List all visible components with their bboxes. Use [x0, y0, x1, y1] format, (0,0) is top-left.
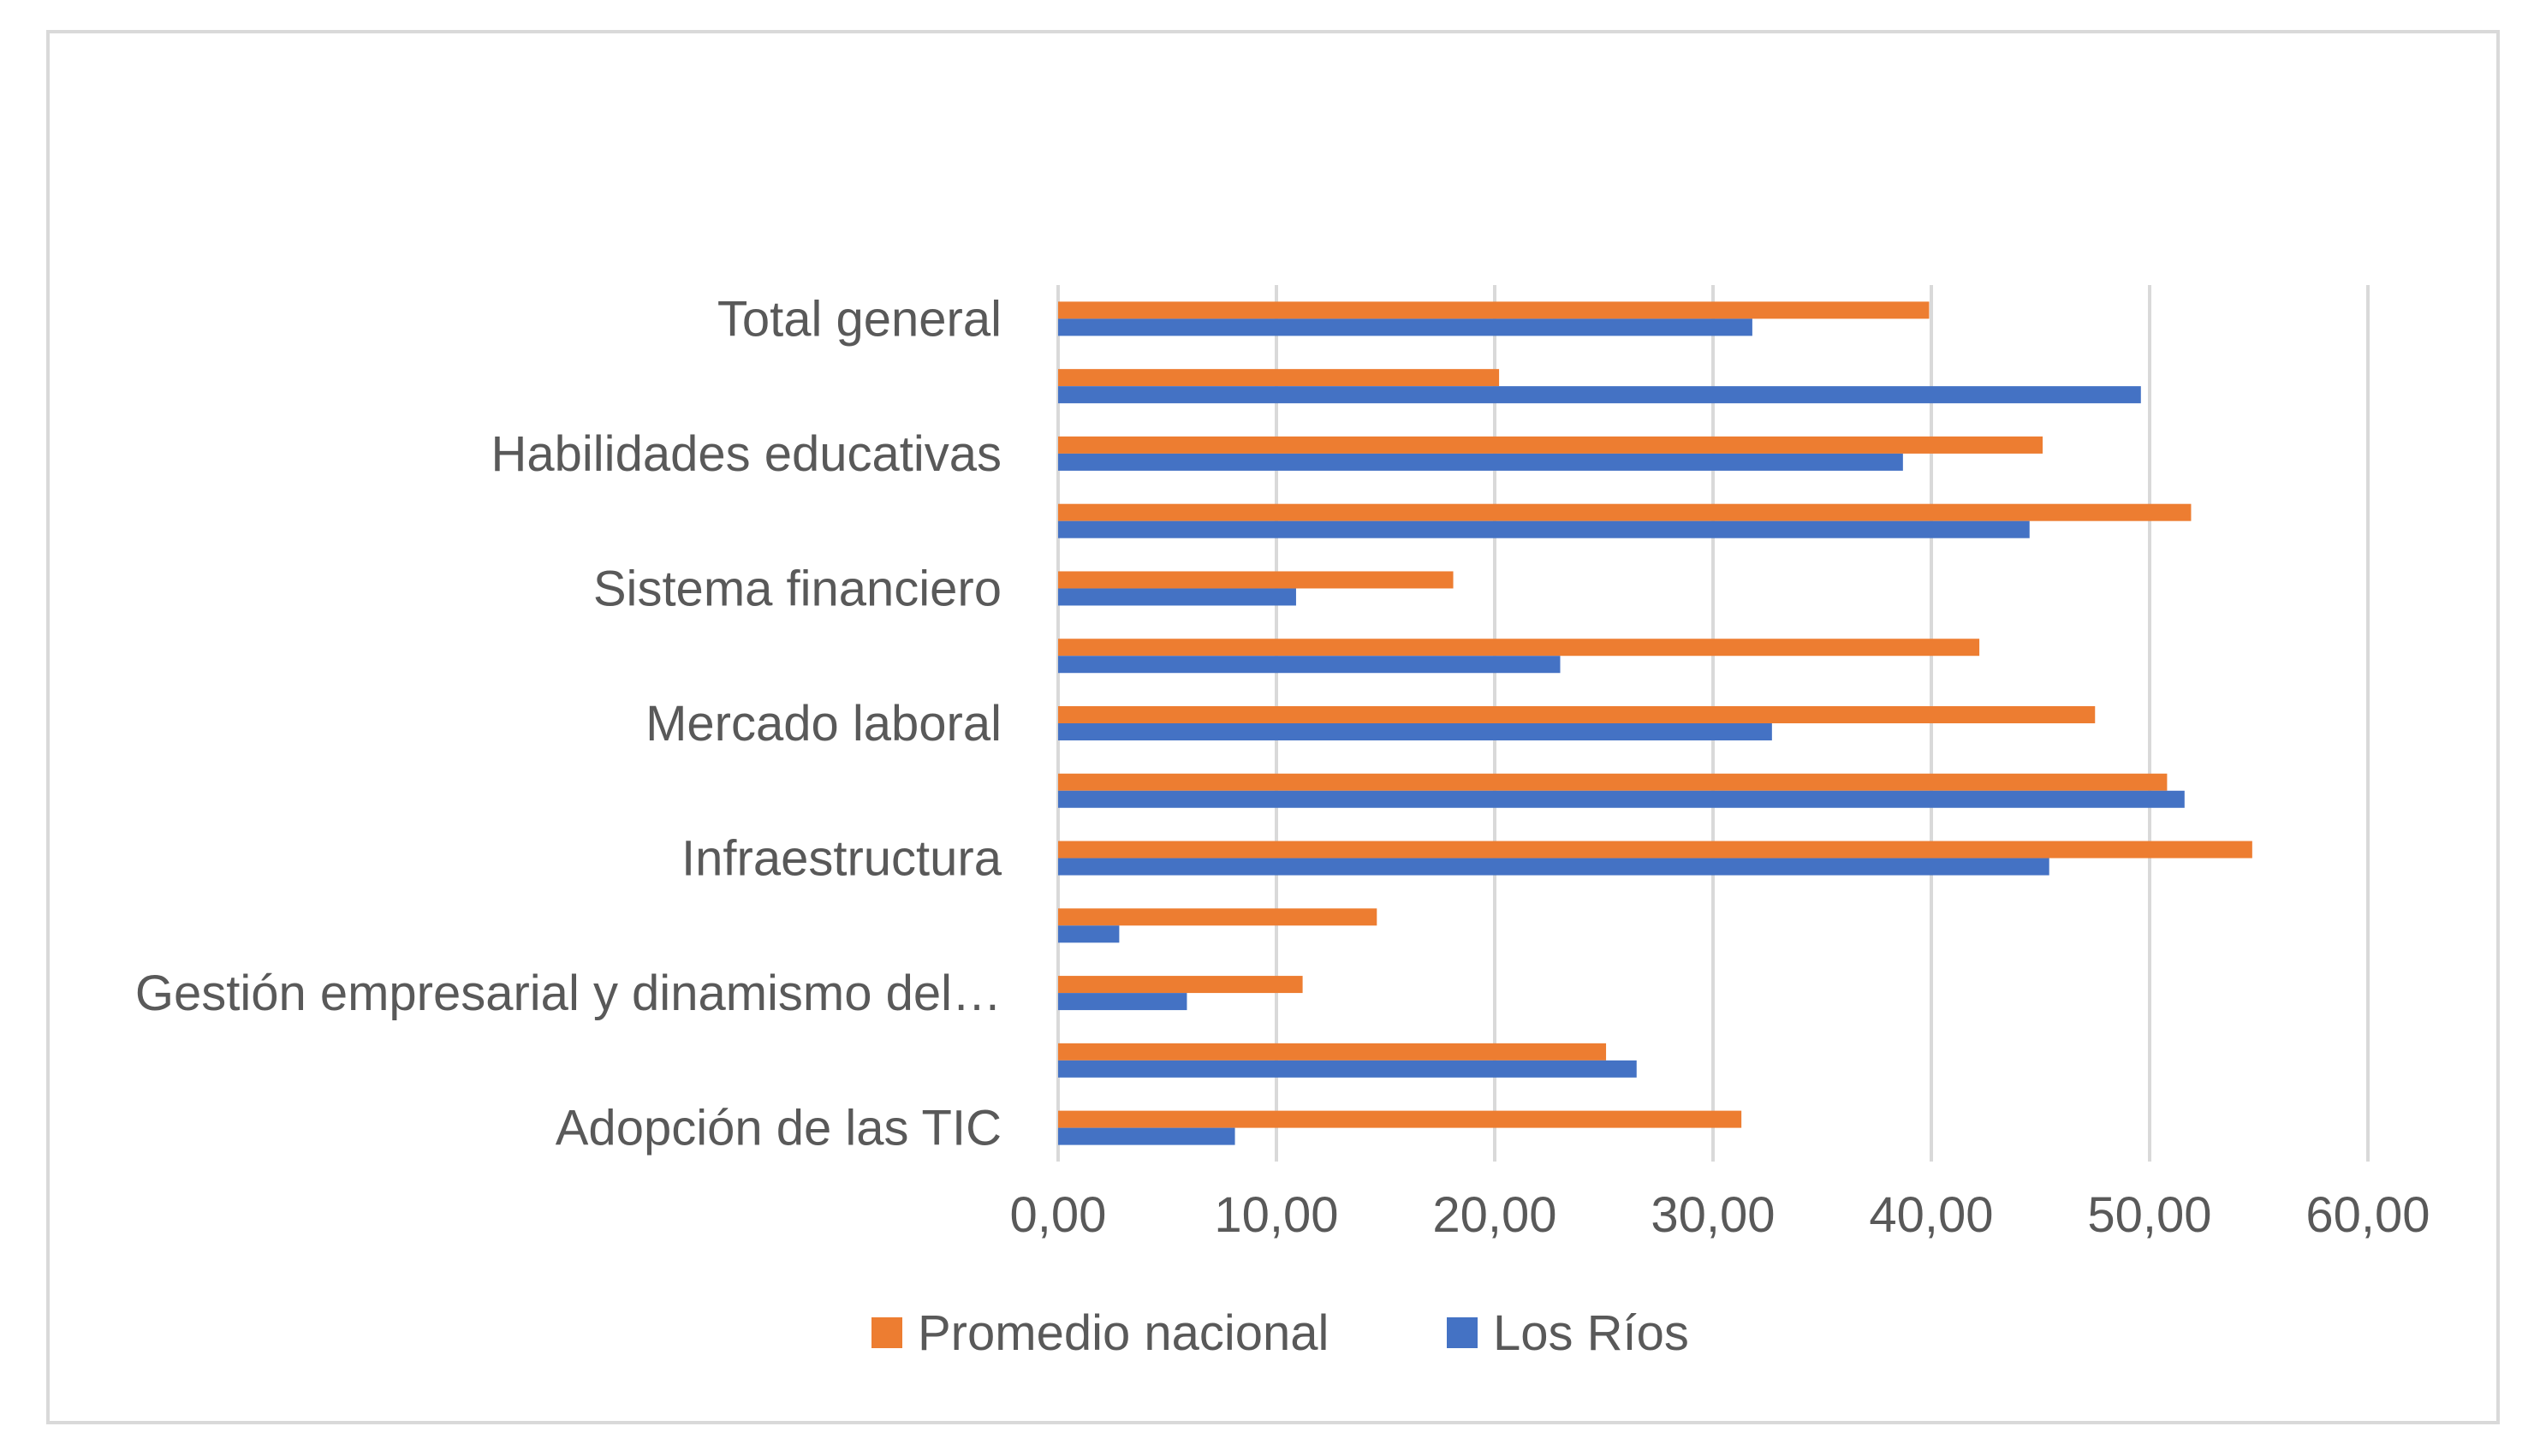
x-tick-label-0: 0,00	[1010, 1187, 1107, 1243]
bar-los-rios-5	[1058, 656, 1561, 674]
category-label-12: Adopción de las TIC	[556, 1101, 1002, 1156]
bar-promedio-nacional-12	[1058, 1110, 1742, 1128]
bar-chart: Total general Habilidades educativas Siste…	[135, 285, 2430, 1361]
category-label-2: Habilidades educativas	[491, 426, 1002, 482]
bar-los-rios-3	[1058, 520, 2030, 538]
bar-los-rios-12	[1058, 1127, 1235, 1145]
bar-promedio-nacional-8	[1058, 841, 2252, 859]
bar-los-rios-1	[1058, 386, 2141, 404]
bar-promedio-nacional-5	[1058, 639, 1980, 657]
bar-promedio-nacional-1	[1058, 369, 1500, 387]
chart-frame: Total general Habilidades educativas Siste…	[46, 30, 2500, 1424]
legend-label-promedio-nacional: Promedio nacional	[918, 1305, 1329, 1361]
bars	[1058, 301, 2252, 1145]
category-label-8: Infraestructura	[681, 831, 1002, 887]
bar-promedio-nacional-3	[1058, 503, 2192, 521]
category-label-10: Gestión empresarial y dinamismo del…	[135, 966, 1002, 1021]
bar-promedio-nacional-2	[1058, 436, 2043, 454]
category-label-4: Sistema financiero	[593, 561, 1002, 616]
bar-los-rios-4	[1058, 588, 1296, 606]
x-tick-label-5: 50,00	[2087, 1187, 2211, 1243]
category-label-6: Mercado laboral	[645, 696, 1002, 752]
category-label-0: Total general	[717, 291, 1002, 347]
legend-label-los-rios: Los Ríos	[1493, 1305, 1689, 1361]
bar-los-rios-9	[1058, 925, 1120, 943]
bar-los-rios-8	[1058, 858, 2049, 876]
bar-los-rios-11	[1058, 1060, 1637, 1078]
x-tick-label-2: 20,00	[1432, 1187, 1556, 1243]
bar-los-rios-6	[1058, 723, 1772, 740]
x-tick-label-3: 30,00	[1651, 1187, 1775, 1243]
bar-promedio-nacional-0	[1058, 301, 1930, 319]
x-tick-label-6: 60,00	[2305, 1187, 2430, 1243]
bar-promedio-nacional-7	[1058, 773, 2168, 791]
bar-los-rios-7	[1058, 790, 2185, 808]
bar-promedio-nacional-4	[1058, 571, 1454, 589]
category-labels: Total general Habilidades educativas Siste…	[135, 291, 1002, 1156]
bar-promedio-nacional-10	[1058, 976, 1303, 994]
legend: Promedio nacional Los Ríos	[871, 1305, 1689, 1361]
bar-promedio-nacional-9	[1058, 908, 1377, 926]
bar-promedio-nacional-6	[1058, 706, 2096, 723]
bar-los-rios-2	[1058, 453, 1903, 471]
x-tick-label-1: 10,00	[1214, 1187, 1338, 1243]
bar-promedio-nacional-11	[1058, 1043, 1607, 1061]
legend-swatch-promedio-nacional	[871, 1317, 902, 1348]
x-tick-label-4: 40,00	[1869, 1187, 1993, 1243]
bar-los-rios-0	[1058, 318, 1752, 336]
legend-swatch-los-rios	[1447, 1317, 1478, 1348]
x-tick-labels: 0,00 10,00 20,00 30,00 40,00 50,00 60,00	[1010, 1187, 2430, 1243]
bar-los-rios-10	[1058, 993, 1187, 1011]
